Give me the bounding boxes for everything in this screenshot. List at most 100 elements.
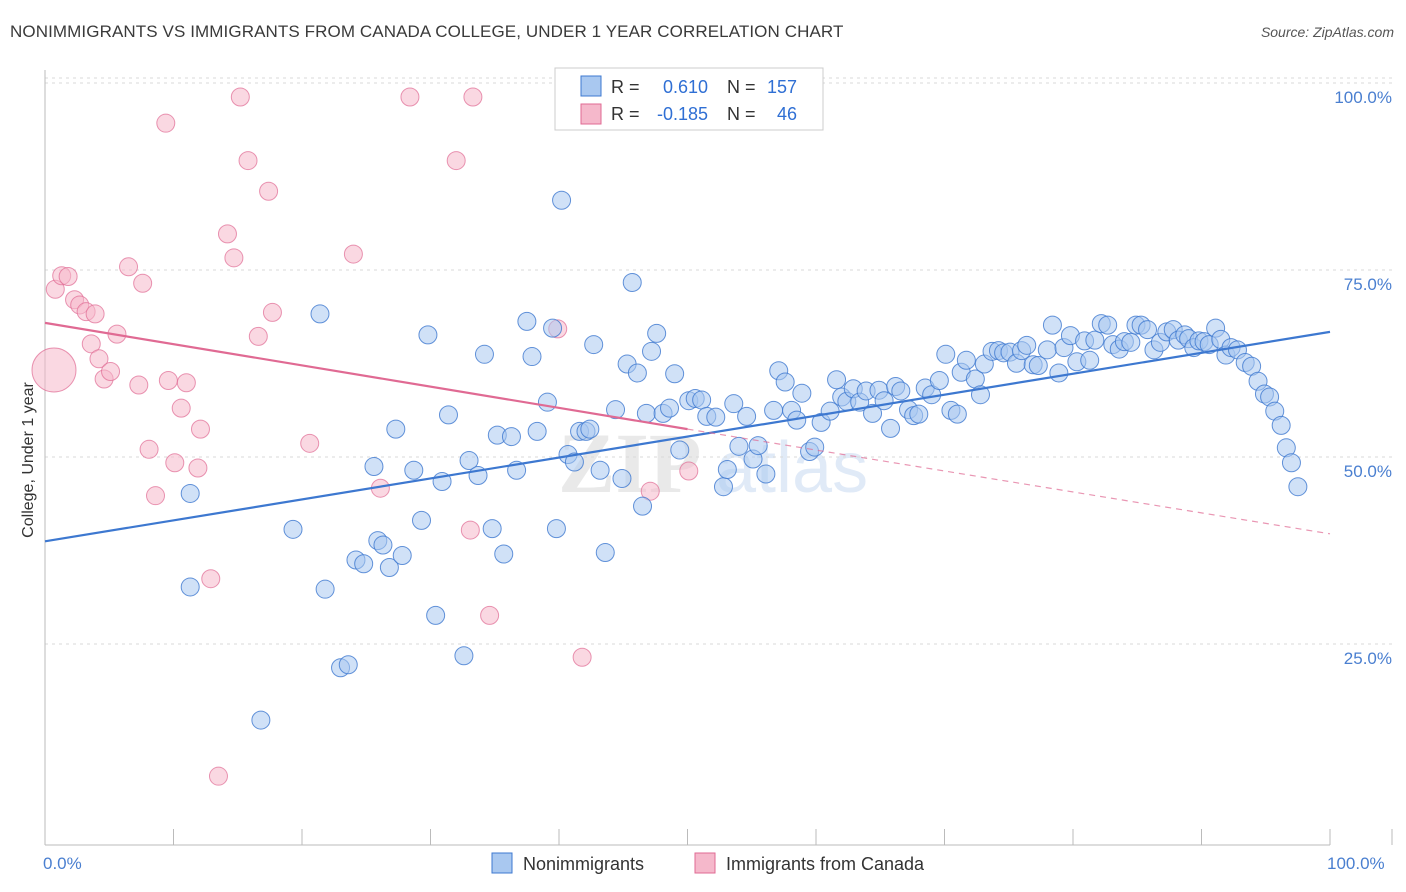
legend-swatch-blue — [580, 75, 602, 97]
legend-n-label-2: N = — [727, 104, 756, 124]
point-immigrants-21 — [171, 398, 191, 418]
point-immigrants-9 — [89, 349, 109, 369]
point-nonimmigrants-43 — [584, 335, 604, 355]
point-nonimmigrants-16 — [404, 460, 424, 480]
x-axis-ticks — [173, 829, 1393, 845]
point-nonimmigrants-28 — [494, 544, 514, 564]
x-tick-label-max: 100.0% — [1327, 854, 1385, 873]
series-nonimmigrants — [180, 190, 1308, 730]
point-immigrants-43 — [572, 647, 592, 667]
y-tick-label-100: 100.0% — [1334, 88, 1392, 107]
y-axis-tick-labels: 100.0% 75.0% 50.0% 25.0% — [1334, 88, 1392, 668]
point-immigrants-29 — [230, 87, 250, 107]
point-nonimmigrants-37 — [552, 190, 572, 210]
point-immigrants-35 — [343, 244, 363, 264]
point-immigrants-28 — [224, 248, 244, 268]
point-immigrants-31 — [248, 326, 268, 346]
point-nonimmigrants-114 — [1017, 335, 1037, 355]
point-nonimmigrants-15 — [392, 546, 412, 566]
point-nonimmigrants-25 — [474, 344, 494, 364]
point-immigrants-18 — [156, 113, 176, 133]
point-nonimmigrants-72 — [764, 400, 784, 420]
point-nonimmigrants-29 — [501, 427, 521, 447]
point-immigrants-32 — [259, 181, 279, 201]
point-nonimmigrants-14 — [386, 419, 406, 439]
point-nonimmigrants-64 — [713, 477, 733, 497]
point-nonimmigrants-119 — [1049, 363, 1069, 383]
point-nonimmigrants-79 — [805, 437, 825, 457]
point-immigrants-11 — [101, 362, 121, 382]
point-nonimmigrants-32 — [522, 347, 542, 367]
point-nonimmigrants-51 — [633, 496, 653, 516]
point-nonimmigrants-3 — [283, 519, 303, 539]
point-nonimmigrants-71 — [756, 464, 776, 484]
point-immigrants-20 — [165, 453, 185, 473]
bottom-legend-swatch-nonimmigrants — [491, 852, 513, 874]
point-nonimmigrants-54 — [647, 323, 667, 343]
point-nonimmigrants-70 — [748, 436, 768, 456]
point-nonimmigrants-7 — [338, 655, 358, 675]
legend-r-label-2: R = — [611, 104, 640, 124]
point-nonimmigrants-23 — [459, 451, 479, 471]
legend-n-value-1: 157 — [767, 77, 797, 97]
point-immigrants-14 — [129, 375, 149, 395]
point-nonimmigrants-88 — [863, 403, 883, 423]
legend-r-value-1: 0.610 — [663, 77, 708, 97]
point-nonimmigrants-31 — [517, 311, 537, 331]
point-nonimmigrants-61 — [692, 390, 712, 410]
series-immigrants-from-canada — [31, 87, 699, 786]
point-immigrants-23 — [188, 458, 208, 478]
point-nonimmigrants-45 — [595, 543, 615, 563]
point-nonimmigrants-50 — [627, 363, 647, 383]
point-immigrants-38 — [446, 151, 466, 171]
point-nonimmigrants-4 — [310, 304, 330, 324]
point-nonimmigrants-118 — [1042, 315, 1062, 335]
point-nonimmigrants-116 — [1028, 356, 1048, 376]
point-nonimmigrants-17 — [412, 510, 432, 530]
point-nonimmigrants-21 — [438, 405, 458, 425]
point-immigrants-25 — [201, 569, 221, 589]
point-nonimmigrants-36 — [546, 519, 566, 539]
point-immigrants-22 — [176, 373, 196, 393]
point-immigrants-3 — [58, 267, 78, 287]
point-nonimmigrants-19 — [426, 605, 446, 625]
point-nonimmigrants-52 — [636, 403, 656, 423]
y-axis-title: College, Under 1 year — [20, 382, 37, 538]
point-immigrants-37 — [400, 87, 420, 107]
point-nonimmigrants-100 — [936, 344, 956, 364]
point-nonimmigrants-49 — [622, 273, 642, 293]
point-nonimmigrants-9 — [354, 554, 374, 574]
point-immigrants-17 — [146, 486, 166, 506]
point-immigrants-19 — [158, 370, 178, 390]
bottom-legend: Nonimmigrants Immigrants from Canada — [491, 852, 925, 874]
point-nonimmigrants-127 — [1098, 315, 1118, 335]
legend-n-value-2: 46 — [777, 104, 797, 124]
point-nonimmigrants-104 — [956, 350, 976, 370]
point-immigrants-33 — [262, 302, 282, 322]
point-nonimmigrants-134 — [1138, 320, 1158, 340]
point-nonimmigrants-91 — [881, 418, 901, 438]
point-immigrants-8 — [85, 304, 105, 324]
point-nonimmigrants-124 — [1080, 350, 1100, 370]
point-immigrants-16 — [139, 439, 159, 459]
point-nonimmigrants-67 — [729, 436, 749, 456]
point-immigrants-7 — [81, 334, 101, 354]
point-nonimmigrants-125 — [1085, 330, 1105, 350]
trend-lines — [44, 321, 1331, 543]
y-tick-label-25: 25.0% — [1344, 649, 1392, 668]
y-tick-label-75: 75.0% — [1344, 275, 1392, 294]
point-nonimmigrants-77 — [792, 383, 812, 403]
point-immigrants-0 — [31, 347, 77, 393]
legend-r-label-1: R = — [611, 77, 640, 97]
x-tick-label-min: 0.0% — [43, 854, 82, 873]
point-immigrants-34 — [300, 433, 320, 453]
point-nonimmigrants-44 — [590, 460, 610, 480]
point-nonimmigrants-10 — [364, 457, 384, 477]
point-nonimmigrants-47 — [612, 468, 632, 488]
point-nonimmigrants-0 — [180, 483, 200, 503]
point-nonimmigrants-65 — [717, 460, 737, 480]
point-immigrants-45 — [679, 461, 699, 481]
bottom-legend-swatch-immigrants — [694, 852, 716, 874]
legend-swatch-pink — [580, 103, 602, 125]
point-immigrants-26 — [208, 766, 228, 786]
